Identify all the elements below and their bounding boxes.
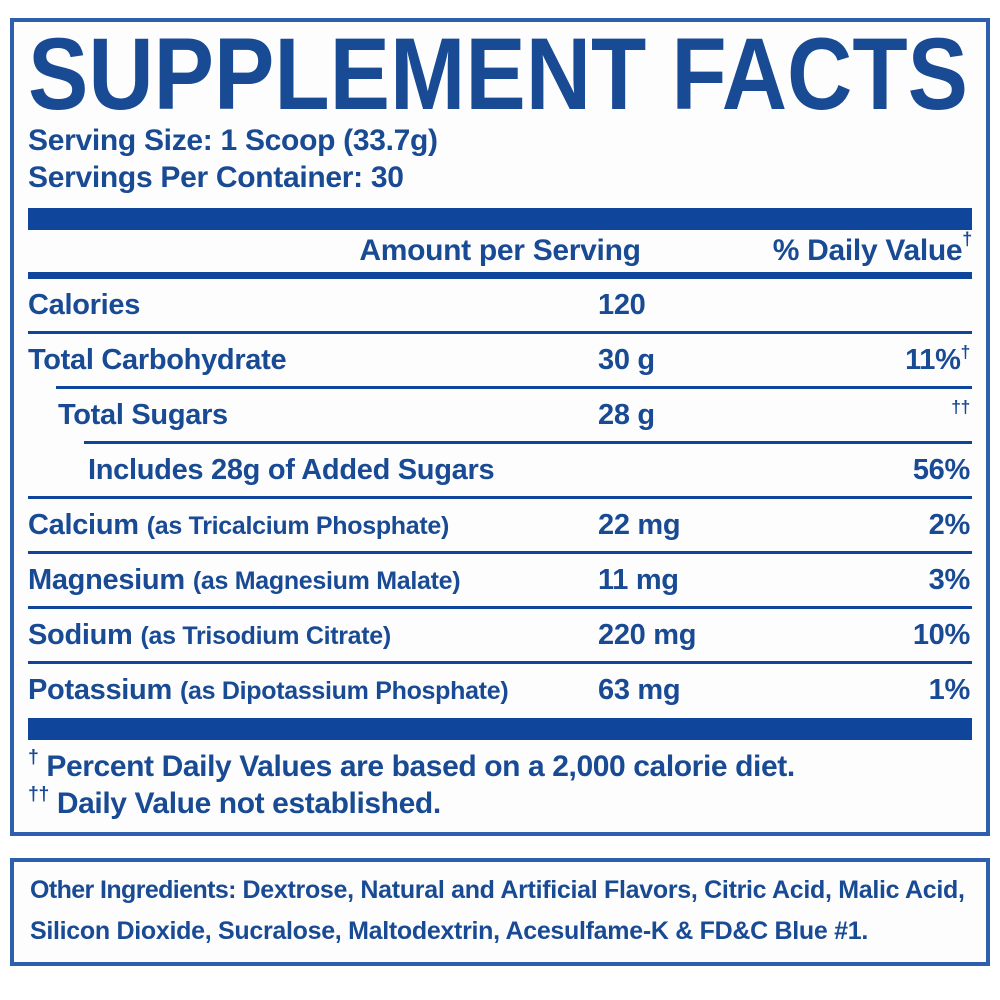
footnote-daily-values: † Percent Daily Values are based on a 2,… [28,746,972,785]
nutrient-amount: 120 [598,288,646,321]
table-row-calories: Calories 120 [28,279,972,331]
table-row-magnesium: Magnesium (as Magnesium Malate) 11 mg 3% [28,554,972,606]
table-row-added-sugars: Includes 28g of Added Sugars 56% [28,444,972,496]
nutrient-name-text: Total Carbohydrate [28,343,287,376]
nutrient-name-text: Calcium [28,508,139,541]
nutrient-daily-value: 2% [928,499,971,551]
daily-value-text: 10% [912,618,970,651]
footnote-double-dagger: †† [28,783,49,805]
nutrient-amount: 11 mg [598,563,679,596]
other-ingredients-text: Dextrose, Natural and Artificial Flavors… [30,876,965,945]
nutrient-amount: 28 g [598,398,655,431]
serving-size-line: Serving Size: 1 Scoop (33.7g) [28,124,438,157]
nutrient-source-text: (as Trisodium Citrate) [140,621,392,650]
daily-value-text: 11% [905,343,961,376]
nutrient-source-text: (as Tricalcium Phosphate) [146,511,450,540]
nutrient-amount: 220 mg [598,618,697,651]
row-divider [28,331,972,334]
row-divider [28,551,972,554]
footnote-not-established: †† Daily Value not established. [28,783,972,822]
nutrient-amount: 30 g [598,343,655,376]
table-row-potassium: Potassium (as Dipotassium Phosphate) 63 m… [28,664,972,716]
nutrient-daily-value: 1% [928,664,971,716]
daily-value-text: 56% [912,453,970,486]
nutrient-name-text: Sodium [28,618,133,651]
table-row-total-carbohydrate: Total Carbohydrate 30 g 11% † [28,334,972,386]
other-ingredients-panel: Other Ingredients: Dextrose, Natural and… [10,858,990,966]
nutrient-name: Calories [28,289,140,322]
row-divider-indented [84,441,972,444]
nutrient-name: Potassium (as Dipotassium Phosphate) [28,673,509,707]
nutrient-source-text: (as Magnesium Malate) [192,566,461,595]
row-divider [28,496,972,499]
nutrient-name: Calcium (as Tricalcium Phosphate) [28,509,449,542]
nutrient-name: Total Sugars [28,399,228,432]
nutrient-daily-value: 56% [913,444,970,496]
servings-per-container-line: Servings Per Container: 30 [28,161,404,194]
column-header-amount: Amount per Serving [359,234,641,267]
nutrient-name: Includes 28g of Added Sugars [28,453,495,487]
nutrient-daily-value: 10% [913,609,970,661]
header-bar-top [28,208,972,230]
nutrient-daily-value: †† [951,397,970,417]
nutrient-name: Magnesium (as Magnesium Malate) [28,563,461,597]
row-divider [28,661,972,664]
nutrient-amount: 63 mg [598,673,681,706]
table-row-calcium: Calcium (as Tricalcium Phosphate) 22 mg 2… [28,499,972,551]
footnote-text: Percent Daily Values are based on a 2,00… [46,750,795,783]
column-header-row: Amount per Serving % Daily Value† [28,230,972,272]
footnotes: † Percent Daily Values are based on a 2,… [28,746,972,822]
row-divider [28,606,972,609]
table-row-total-sugars: Total Sugars 28 g †† [28,389,972,441]
footnote-text: Daily Value not established. [56,787,441,820]
footnote-dagger: † [28,746,39,768]
nutrient-name-text: Calories [28,288,141,321]
supplement-facts-title: SUPPLEMENT FACTS [28,30,968,122]
nutrient-name: Total Carbohydrate [28,343,287,377]
column-header-underline [28,272,972,279]
table-row-sodium: Sodium (as Trisodium Citrate) 220 mg 10% [28,609,972,661]
column-header-daily-value-text: % Daily Value [772,234,963,267]
daily-value-text: 1% [928,673,971,706]
nutrient-name-text: Total Sugars [58,398,228,431]
nutrient-name-text: Magnesium [28,563,185,596]
nutrient-daily-value: 3% [928,554,971,606]
nutrient-name: Sodium (as Trisodium Citrate) [28,619,391,652]
nutrient-name-text: Potassium [28,673,172,706]
column-header-daily-value: % Daily Value† [641,230,973,268]
svg-text:SUPPLEMENT FACTS: SUPPLEMENT FACTS [28,30,968,122]
daily-value-dagger: † [962,229,972,249]
other-ingredients-paragraph: Other Ingredients: Dextrose, Natural and… [30,870,970,952]
row-divider-indented [56,386,972,389]
footer-bar [28,718,972,740]
nutrient-daily-value: 11% † [905,342,970,376]
other-ingredients-label: Other Ingredients: [30,876,236,904]
daily-value-text: 2% [928,508,971,541]
nutrient-amount: 22 mg [598,508,681,541]
daily-value-text: 3% [928,563,971,596]
nutrient-source-text: (as Dipotassium Phosphate) [179,676,509,705]
nutrient-name-text: Includes 28g of Added Sugars [88,453,495,486]
supplement-facts-panel: SUPPLEMENT FACTS Serving Size: 1 Scoop (… [10,18,990,836]
